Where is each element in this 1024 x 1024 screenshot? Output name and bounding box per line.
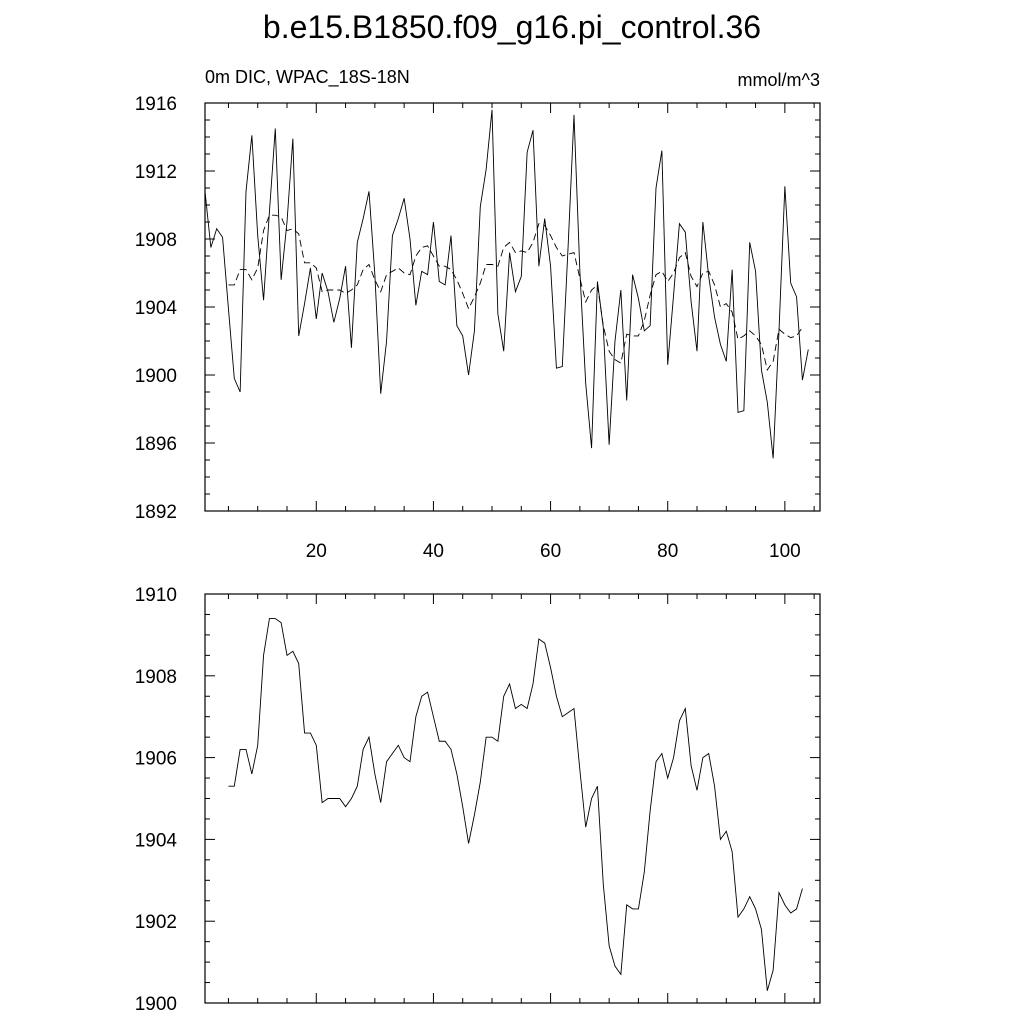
y-tick-label: 1912 xyxy=(135,162,177,183)
y-tick-label: 1904 xyxy=(135,830,178,851)
y-tick-label: 1896 xyxy=(135,434,177,455)
y-tick-label: 1916 xyxy=(135,94,177,115)
x-tick-label: 60 xyxy=(540,541,561,562)
y-tick-label: 1908 xyxy=(135,230,177,251)
y-tick-label: 1910 xyxy=(135,585,177,606)
y-tick-label: 1900 xyxy=(135,366,177,387)
x-tick-label: 20 xyxy=(306,541,327,562)
top-left-string: 0m DIC, WPAC_18S-18N xyxy=(205,67,410,88)
y-tick-label: 1906 xyxy=(135,749,177,770)
plot-frame xyxy=(204,102,821,512)
bottom-panel: 1900 1902 1904 1906 1908 1910 xyxy=(135,585,821,1015)
annual-series-line xyxy=(204,109,809,459)
top-units-string: mmol/m^3 xyxy=(738,70,820,90)
y-tick-label: 1908 xyxy=(135,667,177,688)
y-tick-label: 1904 xyxy=(135,298,178,319)
top-panel: 1892 1896 1900 1904 1908 1912 1916 20 40 60 80 100 xyxy=(135,94,821,562)
running-mean-line xyxy=(228,214,803,371)
x-tick-label: 40 xyxy=(423,541,444,562)
x-tick-label: 80 xyxy=(657,541,678,562)
x-tick-label: 100 xyxy=(769,541,801,562)
y-tick-label: 1902 xyxy=(135,912,177,933)
figure-title: b.e15.B1850.f09_g16.pi_control.36 xyxy=(263,9,761,45)
running-mean-line-bottom xyxy=(228,618,803,991)
plot-frame xyxy=(204,593,821,1004)
y-tick-label: 1892 xyxy=(135,502,177,523)
y-tick-label: 1900 xyxy=(135,994,177,1015)
